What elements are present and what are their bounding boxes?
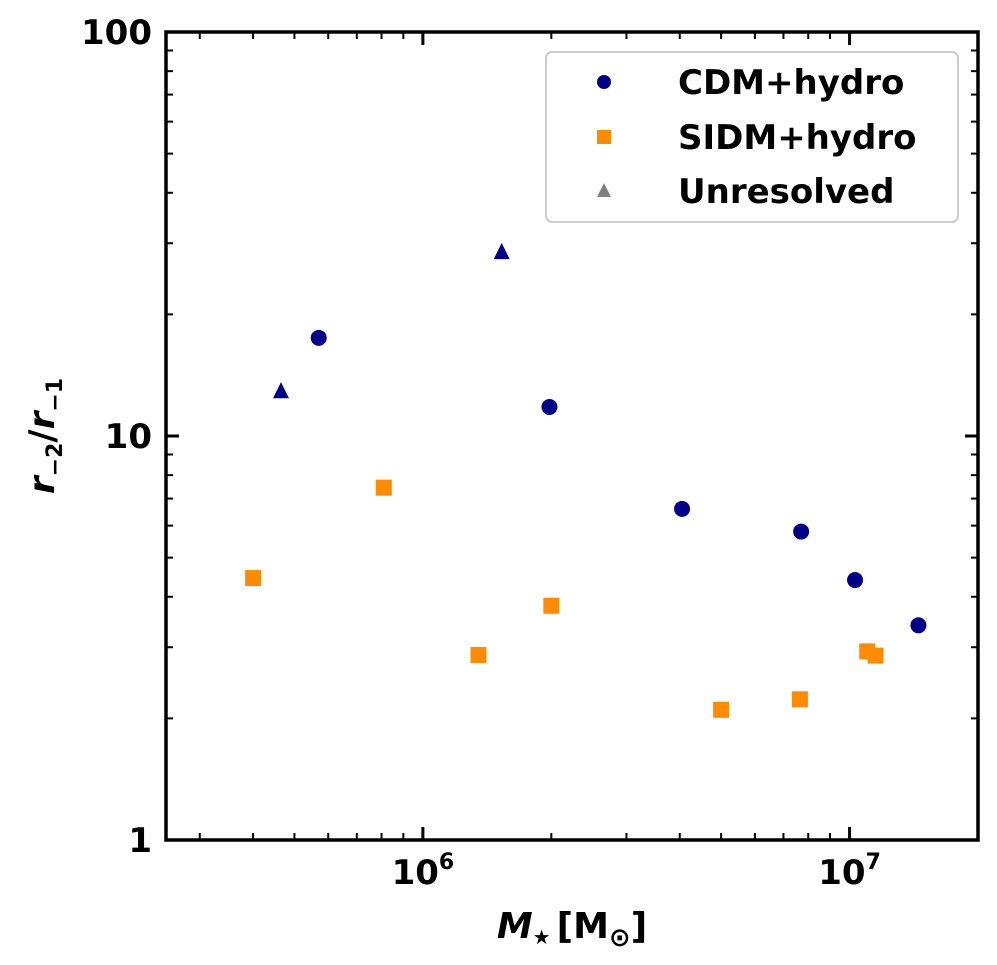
x-axis-title: M★ [M⊙]: [497, 906, 647, 953]
legend-marker-square: [597, 130, 611, 144]
x-tick-label-exponent: 6: [439, 850, 454, 875]
circle-point-cdm-hydro-3: [793, 523, 810, 540]
plot-frame: [164, 30, 980, 842]
x-axis-title-unit-open: [M: [557, 906, 609, 947]
legend-label-sidm: SIDM+hydro: [678, 118, 917, 158]
x-axis-title-unit-subscript: ⊙: [609, 923, 631, 953]
x-axis-title-unit-close: ]: [631, 906, 647, 947]
y-axis-title-r2: r: [22, 409, 63, 429]
legend-marker-triangle: [597, 182, 611, 198]
legend-box: [545, 51, 959, 223]
square-point-sidm-hydro-2: [470, 647, 487, 664]
legend: CDM+hydro SIDM+hydro Unresolved: [545, 51, 959, 223]
y-axis-title: r−2/r−1: [22, 378, 68, 494]
legend-label-unresolved: Unresolved: [678, 172, 894, 212]
x-tick-label: 106: [392, 850, 455, 893]
square-point-sidm-hydro-5: [791, 691, 808, 708]
legend-label-cdm: CDM+hydro: [678, 63, 904, 103]
y-axis-title-r1: r: [22, 474, 63, 494]
circle-point-cdm-hydro-2: [674, 500, 691, 517]
triangle-point-unresolved-1: [493, 243, 510, 260]
y-tick-label: 1: [128, 821, 152, 861]
y-axis-title-r2-subscript: −1: [43, 378, 68, 412]
circle-point-cdm-hydro-4: [847, 572, 864, 589]
y-tick-label: 100: [81, 13, 152, 53]
y-axis-title-r1-subscript: −2: [43, 443, 68, 477]
circle-point-cdm-hydro-5: [910, 617, 927, 634]
x-tick-label: 107: [818, 850, 881, 893]
legend-markers: [597, 75, 611, 198]
x-axis-title-symbol: M: [497, 906, 533, 947]
y-axis-title-slash: /: [22, 429, 63, 443]
square-point-sidm-hydro-4: [713, 701, 730, 718]
square-point-sidm-hydro-7: [867, 647, 884, 664]
square-point-sidm-hydro-0: [245, 570, 262, 587]
data-points: [245, 243, 927, 718]
x-tick-label-base: 10: [818, 853, 865, 893]
circle-point-cdm-hydro-1: [541, 398, 558, 415]
square-point-sidm-hydro-3: [543, 597, 560, 614]
x-axis-title-subscript: ★: [533, 925, 551, 949]
x-tick-label-exponent: 7: [866, 850, 881, 875]
circle-point-cdm-hydro-0: [310, 329, 327, 346]
y-tick-label: 10: [105, 417, 152, 457]
square-point-sidm-hydro-1: [375, 479, 392, 496]
legend-marker-circle: [597, 75, 611, 89]
x-tick-label-base: 10: [392, 853, 439, 893]
triangle-point-unresolved-0: [272, 382, 289, 399]
